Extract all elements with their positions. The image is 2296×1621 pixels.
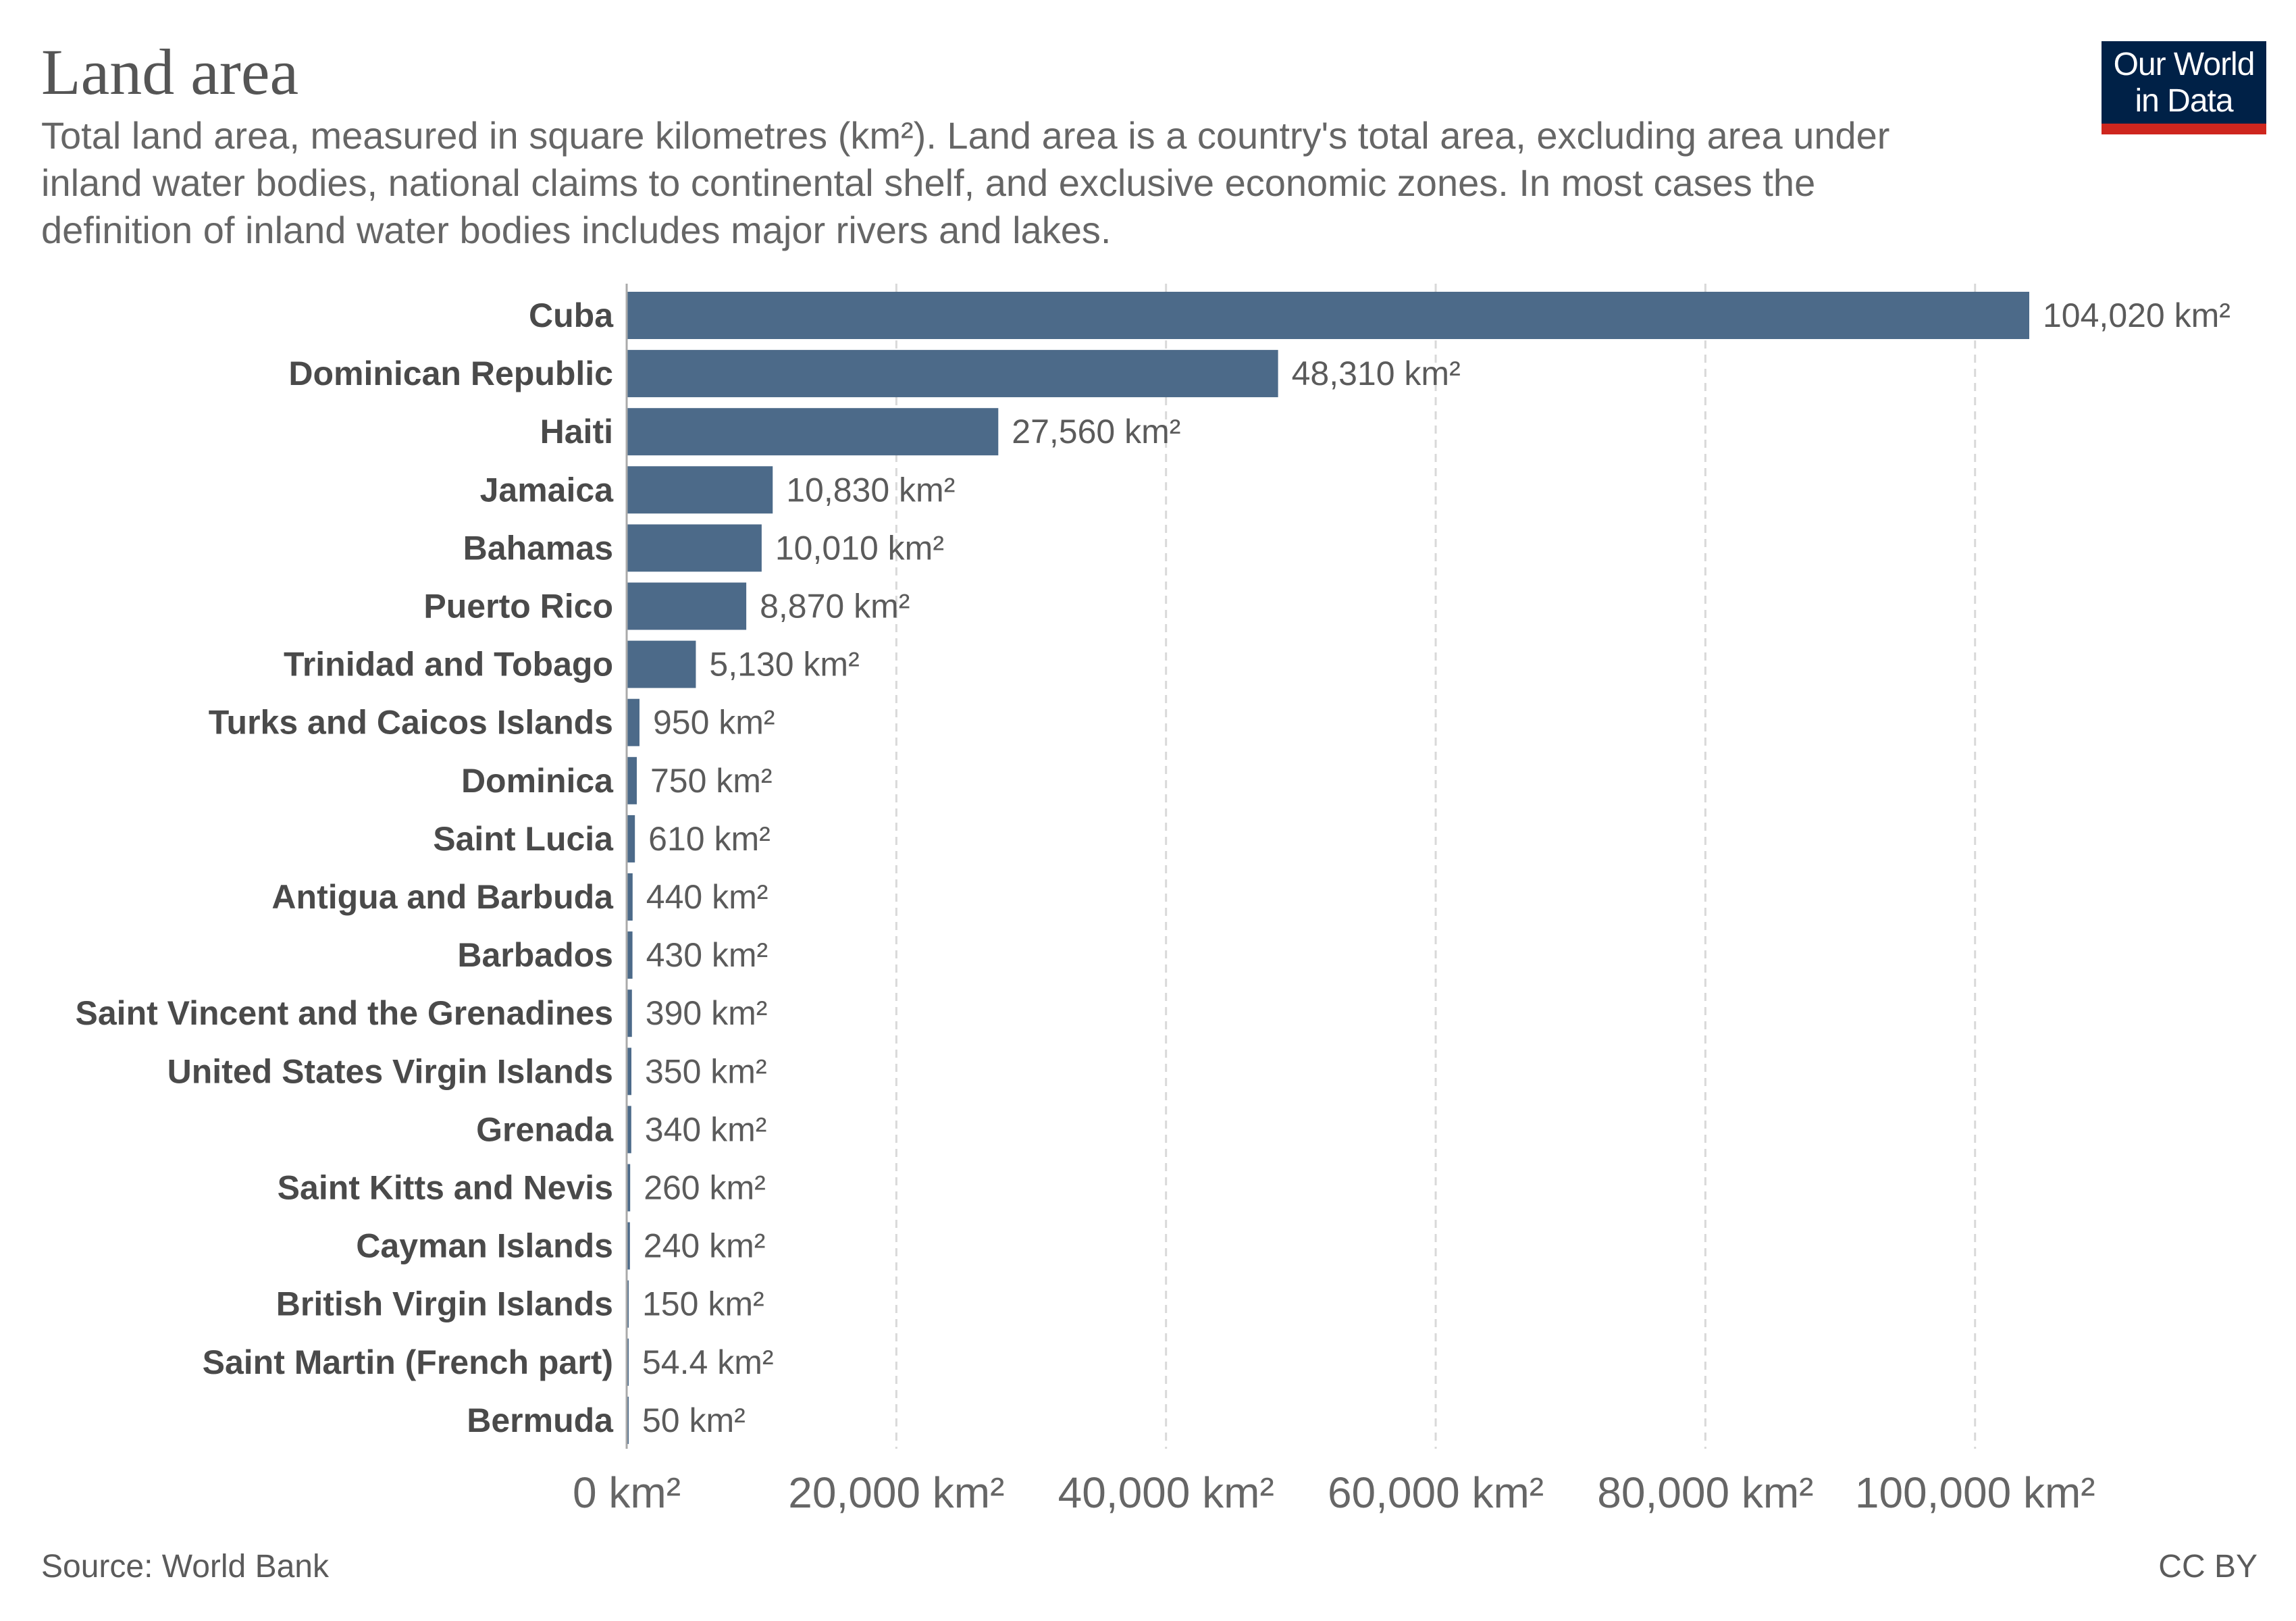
chart-subtitle: Total land area, measured in square kilo… (41, 114, 1890, 251)
category-label: Saint Vincent and the Grenadines (76, 994, 613, 1032)
logo-line-1: Our World (2113, 47, 2255, 82)
value-label: 8,870 km² (760, 588, 910, 625)
x-axis: 0 km² 20,000 km² 40,000 km² 60,000 km² 80,00… (573, 284, 2095, 1517)
value-label: 240 km² (644, 1227, 766, 1265)
bar[interactable] (627, 698, 640, 746)
category-label: Saint Martin (French part) (203, 1343, 613, 1381)
bar[interactable] (627, 524, 762, 572)
bars: Cuba 104,020 km² Dominican Republic 48,310 … (76, 292, 2230, 1444)
value-label: 750 km² (650, 762, 773, 800)
bar[interactable] (627, 1048, 631, 1096)
bar[interactable] (627, 989, 632, 1037)
bar-chart: Cuba 104,020 km² Dominican Republic 48,310 … (76, 284, 2230, 1517)
bar[interactable] (627, 640, 696, 688)
category-label: Cuba (529, 297, 614, 334)
category-label: Bahamas (463, 529, 613, 567)
value-label: 950 km² (653, 704, 775, 742)
bar[interactable] (627, 873, 633, 921)
x-tick-label: 60,000 km² (1328, 1468, 1544, 1517)
value-label: 10,010 km² (775, 529, 944, 567)
value-label: 390 km² (646, 994, 768, 1032)
category-label: Cayman Islands (356, 1227, 613, 1265)
value-label: 150 km² (642, 1285, 764, 1323)
bar[interactable] (627, 408, 999, 456)
category-label: Antigua and Barbuda (271, 878, 614, 916)
value-label: 350 km² (645, 1052, 767, 1090)
value-label: 440 km² (646, 878, 768, 916)
bar[interactable] (627, 466, 773, 514)
category-label: Dominican Republic (288, 355, 613, 392)
value-label: 104,020 km² (2043, 297, 2230, 334)
value-label: 340 km² (645, 1110, 767, 1148)
x-tick-label: 100,000 km² (1855, 1468, 2095, 1517)
value-label: 10,830 km² (786, 471, 955, 509)
grid-lines (895, 284, 1977, 1449)
x-tick-label: 40,000 km² (1058, 1468, 1274, 1517)
logo-accent-bar (2102, 124, 2266, 134)
value-label: 430 km² (646, 936, 768, 974)
bar[interactable] (627, 292, 2029, 339)
category-label: Bermuda (467, 1401, 614, 1439)
bar[interactable] (627, 756, 637, 804)
x-tick-label: 80,000 km² (1597, 1468, 1813, 1517)
license-link[interactable]: CC BY (2158, 1549, 2258, 1585)
bar[interactable] (627, 350, 1278, 398)
category-label: Grenada (476, 1110, 614, 1148)
logo-line-2: in Data (2135, 83, 2233, 119)
value-label: 5,130 km² (709, 646, 859, 684)
category-label: Dominica (461, 762, 614, 800)
category-label: British Virgin Islands (276, 1285, 613, 1323)
value-label: 54.4 km² (642, 1343, 774, 1381)
bar[interactable] (627, 582, 747, 630)
category-label: Barbados (457, 936, 613, 974)
value-label: 610 km² (648, 820, 771, 858)
bar[interactable] (627, 1222, 630, 1270)
x-tick-label: 20,000 km² (788, 1468, 1004, 1517)
bar[interactable] (627, 931, 633, 979)
category-label: Jamaica (480, 471, 615, 509)
category-label: Trinidad and Tobago (284, 646, 613, 684)
value-label: 50 km² (642, 1401, 746, 1439)
x-tick-label: 0 km² (573, 1468, 681, 1517)
logo-text: Our World in Data (2102, 47, 2266, 120)
value-label: 260 km² (644, 1169, 766, 1207)
bar[interactable] (627, 815, 635, 863)
category-label: Saint Lucia (433, 820, 614, 858)
category-label: Turks and Caicos Islands (209, 704, 613, 742)
category-label: United States Virgin Islands (167, 1052, 613, 1090)
owid-logo[interactable]: Our World in Data (2102, 41, 2266, 134)
value-label: 48,310 km² (1292, 355, 1461, 392)
category-label: Saint Kitts and Nevis (278, 1169, 613, 1207)
chart-title: Land area (41, 36, 299, 108)
bar[interactable] (627, 1106, 631, 1154)
bar[interactable] (627, 1164, 631, 1212)
category-label: Puerto Rico (423, 588, 613, 625)
category-label: Haiti (540, 413, 613, 451)
value-label: 27,560 km² (1012, 413, 1180, 451)
source-note: Source: World Bank (41, 1549, 329, 1585)
